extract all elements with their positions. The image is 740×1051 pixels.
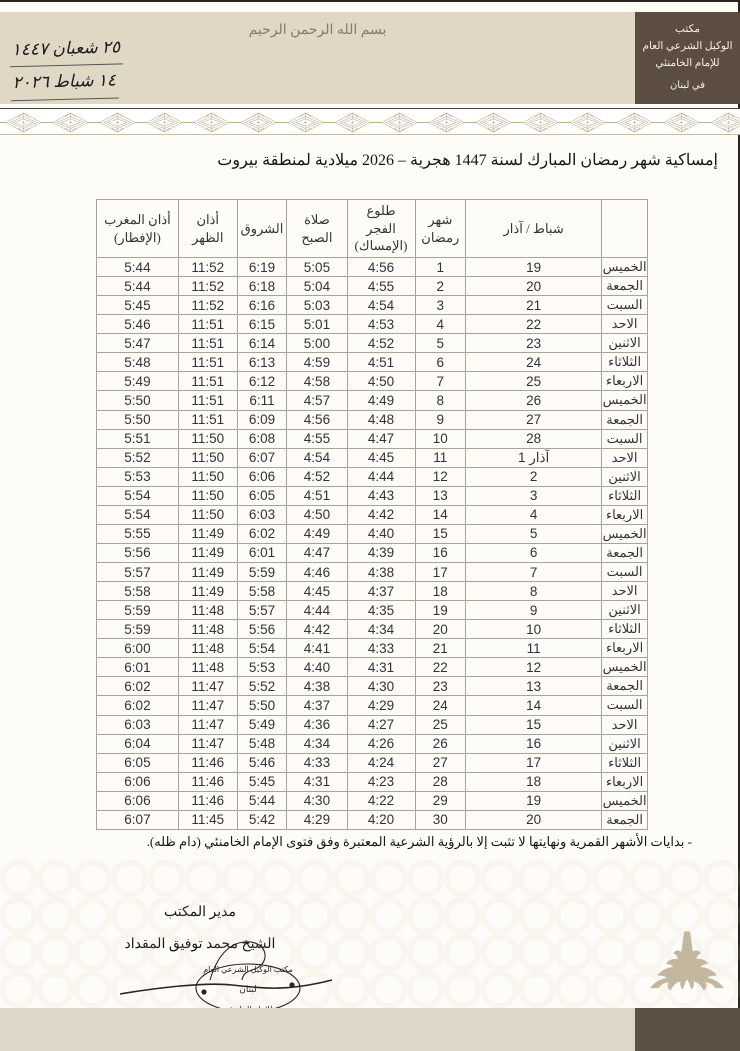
- svg-text:مكتب الوكيل الشرعي العام: مكتب الوكيل الشرعي العام: [203, 965, 293, 974]
